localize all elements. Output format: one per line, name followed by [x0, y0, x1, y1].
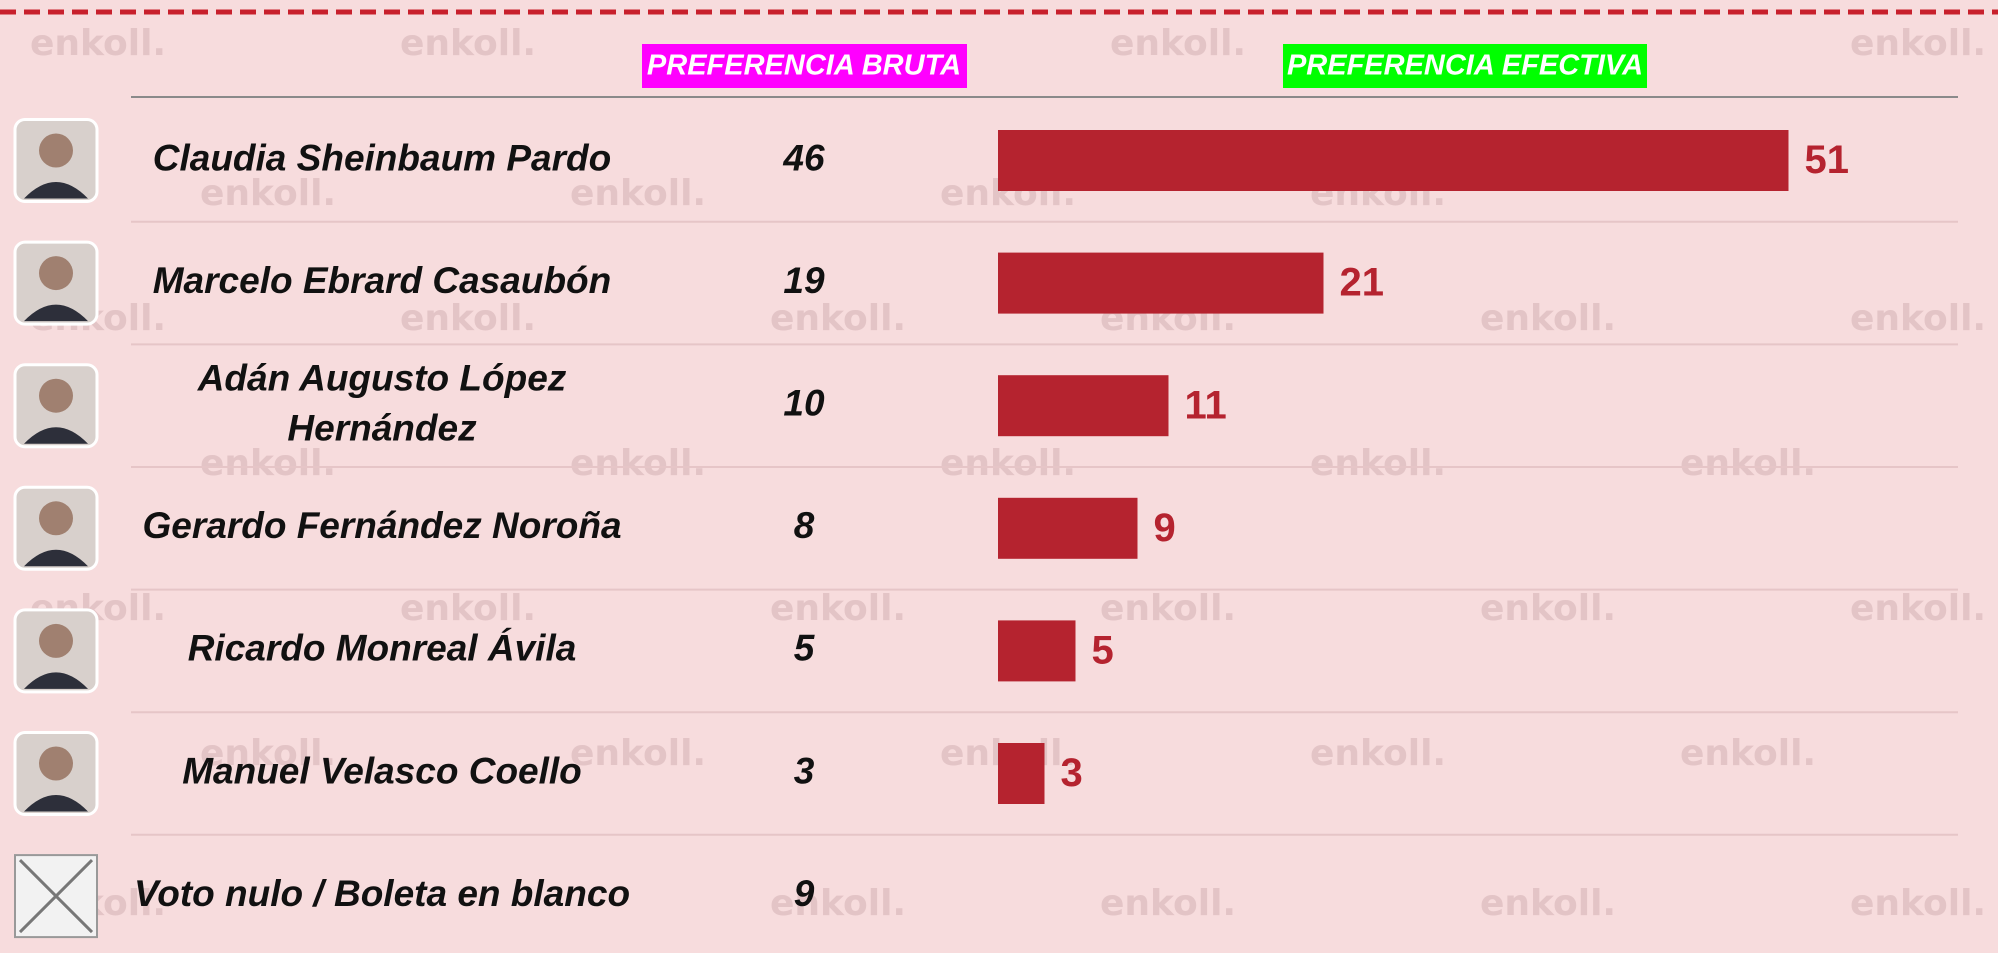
bar-value: 9: [1154, 506, 1176, 550]
candidate-name: Ricardo Monreal Ávila: [188, 628, 577, 669]
photo-body: [24, 304, 88, 322]
watermark: enkoll.: [1100, 588, 1236, 629]
null-vote-x: [18, 859, 94, 934]
watermark: enkoll.: [200, 443, 336, 484]
watermark: enkoll.: [1110, 23, 1246, 64]
photo-head: [39, 501, 73, 536]
bruta-value: 19: [783, 260, 825, 301]
bruta-value: 8: [794, 505, 815, 546]
watermark: enkoll.: [770, 883, 906, 924]
bar: [998, 743, 1045, 804]
watermark: enkoll.: [770, 588, 906, 629]
photo-head: [39, 256, 73, 291]
bar-value: 21: [1340, 261, 1385, 305]
watermark: enkoll.: [940, 443, 1076, 484]
watermark: enkoll.: [1310, 733, 1446, 774]
watermark: enkoll.: [200, 173, 336, 214]
watermark: enkoll.: [1480, 298, 1616, 339]
candidate-name: Marcelo Ebrard Casaubón: [153, 260, 612, 301]
bar-value: 5: [1092, 628, 1114, 672]
candidate-name: Voto nulo / Boleta en blanco: [134, 873, 630, 914]
watermark: enkoll.: [570, 443, 706, 484]
photo-head: [39, 746, 73, 781]
header-bruta: PREFERENCIA BRUTA: [647, 50, 961, 82]
watermark: enkoll.: [1850, 883, 1986, 924]
photo-body: [24, 427, 88, 444]
watermark: enkoll.: [1100, 883, 1236, 924]
candidate-name: Adán Augusto López: [197, 357, 567, 398]
photo-body: [24, 672, 88, 689]
candidate-name: Gerardo Fernández Noroña: [142, 505, 621, 546]
bruta-value: 3: [794, 750, 815, 791]
photo-body: [24, 795, 88, 812]
watermark: enkoll.: [1850, 298, 1986, 339]
bruta-value: 10: [783, 382, 825, 423]
watermark: enkoll.: [1850, 23, 1986, 64]
photo-body: [24, 182, 88, 199]
photo-head: [39, 623, 73, 658]
photo-body: [24, 549, 88, 567]
bar: [998, 375, 1169, 437]
bruta-value: 9: [794, 873, 815, 914]
bar-value: 51: [1805, 138, 1850, 182]
watermark: enkoll.: [30, 23, 166, 64]
candidate-name: Hernández: [287, 407, 477, 448]
header-efectiva: PREFERENCIA EFECTIVA: [1287, 50, 1643, 82]
header-bg-bruta: [642, 44, 967, 88]
bar: [998, 497, 1138, 559]
watermark: enkoll.: [400, 23, 536, 64]
photo-head: [39, 133, 73, 168]
watermark: enkoll.: [570, 733, 706, 774]
watermark: enkoll.: [1480, 588, 1616, 629]
bar-value: 11: [1185, 383, 1227, 427]
watermark: enkoll.: [1680, 733, 1816, 774]
bar: [998, 252, 1324, 314]
candidate-name: Claudia Sheinbaum Pardo: [153, 137, 611, 178]
bar-value: 3: [1061, 751, 1083, 795]
watermark: enkoll.: [400, 298, 536, 339]
watermark: enkoll.: [570, 173, 706, 214]
watermark: enkoll.: [770, 298, 906, 339]
bar: [998, 620, 1076, 682]
watermark: enkoll.: [1310, 443, 1446, 484]
bruta-value: 5: [794, 628, 816, 669]
candidate-name: Manuel Velasco Coello: [182, 750, 582, 791]
watermark: enkoll.: [200, 733, 336, 774]
watermark: enkoll.: [400, 588, 536, 629]
watermark: enkoll.: [1480, 883, 1616, 924]
photo-head: [39, 378, 73, 413]
bruta-value: 46: [782, 137, 825, 178]
header-bg-efectiva: [1283, 44, 1647, 88]
bar: [998, 130, 1789, 191]
watermark: enkoll.: [1680, 443, 1816, 484]
watermark: enkoll.: [1850, 588, 1986, 629]
